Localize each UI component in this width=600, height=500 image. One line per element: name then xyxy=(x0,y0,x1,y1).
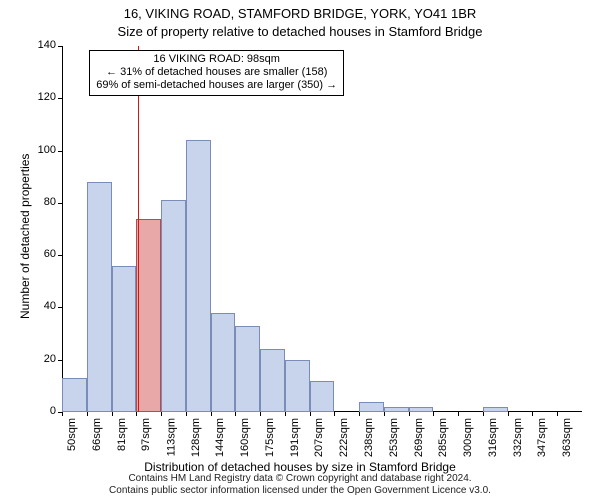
histogram-bar xyxy=(384,407,409,412)
xtick-mark xyxy=(235,412,236,416)
xtick-label: 144sqm xyxy=(215,418,227,457)
xtick-label: 347sqm xyxy=(536,418,548,457)
ytick-label: 60 xyxy=(28,248,56,260)
xtick-label: 160sqm xyxy=(239,418,251,457)
xtick-label: 285sqm xyxy=(437,418,449,457)
xtick-label: 222sqm xyxy=(338,418,350,457)
footer-line1: Contains HM Land Registry data © Crown c… xyxy=(0,473,600,485)
histogram-bar xyxy=(161,200,186,412)
xtick-mark xyxy=(136,412,137,416)
ytick-mark xyxy=(58,360,62,361)
xtick-mark xyxy=(186,412,187,416)
histogram-bar xyxy=(186,140,211,412)
xtick-mark xyxy=(359,412,360,416)
chart-title-line1: 16, VIKING ROAD, STAMFORD BRIDGE, YORK, … xyxy=(0,6,600,21)
ytick-label: 100 xyxy=(28,144,56,156)
ytick-mark xyxy=(58,255,62,256)
xtick-mark xyxy=(483,412,484,416)
histogram-bar xyxy=(483,407,508,412)
histogram-bar xyxy=(211,313,236,412)
ytick-label: 20 xyxy=(28,353,56,365)
annotation-line3: 69% of semi-detached houses are larger (… xyxy=(96,79,337,92)
y-axis-line xyxy=(62,46,63,412)
xtick-label: 81sqm xyxy=(116,418,128,451)
xtick-label: 50sqm xyxy=(66,418,78,451)
xtick-mark xyxy=(508,412,509,416)
ytick-mark xyxy=(58,307,62,308)
ytick-mark xyxy=(58,151,62,152)
footer-line2: Contains public sector information licen… xyxy=(0,485,600,497)
histogram-bar xyxy=(112,266,137,412)
xtick-mark xyxy=(384,412,385,416)
histogram-bar xyxy=(359,402,384,412)
histogram-bar xyxy=(409,407,434,412)
annotation-line2: ← 31% of detached houses are smaller (15… xyxy=(96,66,337,79)
xtick-label: 363sqm xyxy=(561,418,573,457)
histogram-bar xyxy=(235,326,260,412)
xtick-mark xyxy=(310,412,311,416)
xtick-mark xyxy=(458,412,459,416)
xtick-mark xyxy=(334,412,335,416)
xtick-mark xyxy=(285,412,286,416)
xtick-label: 66sqm xyxy=(91,418,103,451)
ytick-label: 80 xyxy=(28,196,56,208)
ytick-mark xyxy=(58,46,62,47)
xtick-label: 238sqm xyxy=(363,418,375,457)
xtick-label: 316sqm xyxy=(487,418,499,457)
xtick-label: 113sqm xyxy=(165,418,177,456)
xtick-mark xyxy=(112,412,113,416)
x-axis-label: Distribution of detached houses by size … xyxy=(0,460,600,474)
histogram-bar xyxy=(260,349,285,412)
annotation-line1: 16 VIKING ROAD: 98sqm xyxy=(96,53,337,66)
histogram-bar xyxy=(87,182,112,412)
histogram-bar xyxy=(310,381,335,412)
plot-area: 50sqm66sqm81sqm97sqm113sqm128sqm144sqm16… xyxy=(62,46,582,412)
xtick-label: 128sqm xyxy=(190,418,202,457)
xtick-label: 332sqm xyxy=(512,418,524,457)
xtick-mark xyxy=(409,412,410,416)
xtick-mark xyxy=(433,412,434,416)
reference-vline xyxy=(138,46,139,412)
footer-credits: Contains HM Land Registry data © Crown c… xyxy=(0,473,600,496)
xtick-mark xyxy=(260,412,261,416)
xtick-label: 191sqm xyxy=(289,418,301,457)
xtick-label: 300sqm xyxy=(462,418,474,457)
xtick-mark xyxy=(161,412,162,416)
histogram-bar xyxy=(62,378,87,412)
xtick-label: 269sqm xyxy=(413,418,425,457)
chart-title-line2: Size of property relative to detached ho… xyxy=(0,24,600,39)
ytick-label: 40 xyxy=(28,300,56,312)
xtick-label: 207sqm xyxy=(314,418,326,457)
xtick-mark xyxy=(62,412,63,416)
annotation-box: 16 VIKING ROAD: 98sqm← 31% of detached h… xyxy=(89,50,344,96)
xtick-label: 175sqm xyxy=(264,418,276,457)
ytick-label: 120 xyxy=(28,91,56,103)
xtick-mark xyxy=(211,412,212,416)
y-axis-label: Number of detached properties xyxy=(18,154,32,319)
xtick-mark xyxy=(87,412,88,416)
histogram-bar xyxy=(136,219,161,412)
chart-container: { "title_line1": "16, VIKING ROAD, STAMF… xyxy=(0,0,600,500)
xtick-label: 253sqm xyxy=(388,418,400,457)
ytick-mark xyxy=(58,98,62,99)
xtick-label: 97sqm xyxy=(140,418,152,451)
xtick-mark xyxy=(532,412,533,416)
ytick-label: 0 xyxy=(28,405,56,417)
ytick-mark xyxy=(58,203,62,204)
ytick-label: 140 xyxy=(28,39,56,51)
histogram-bar xyxy=(285,360,310,412)
xtick-mark xyxy=(557,412,558,416)
